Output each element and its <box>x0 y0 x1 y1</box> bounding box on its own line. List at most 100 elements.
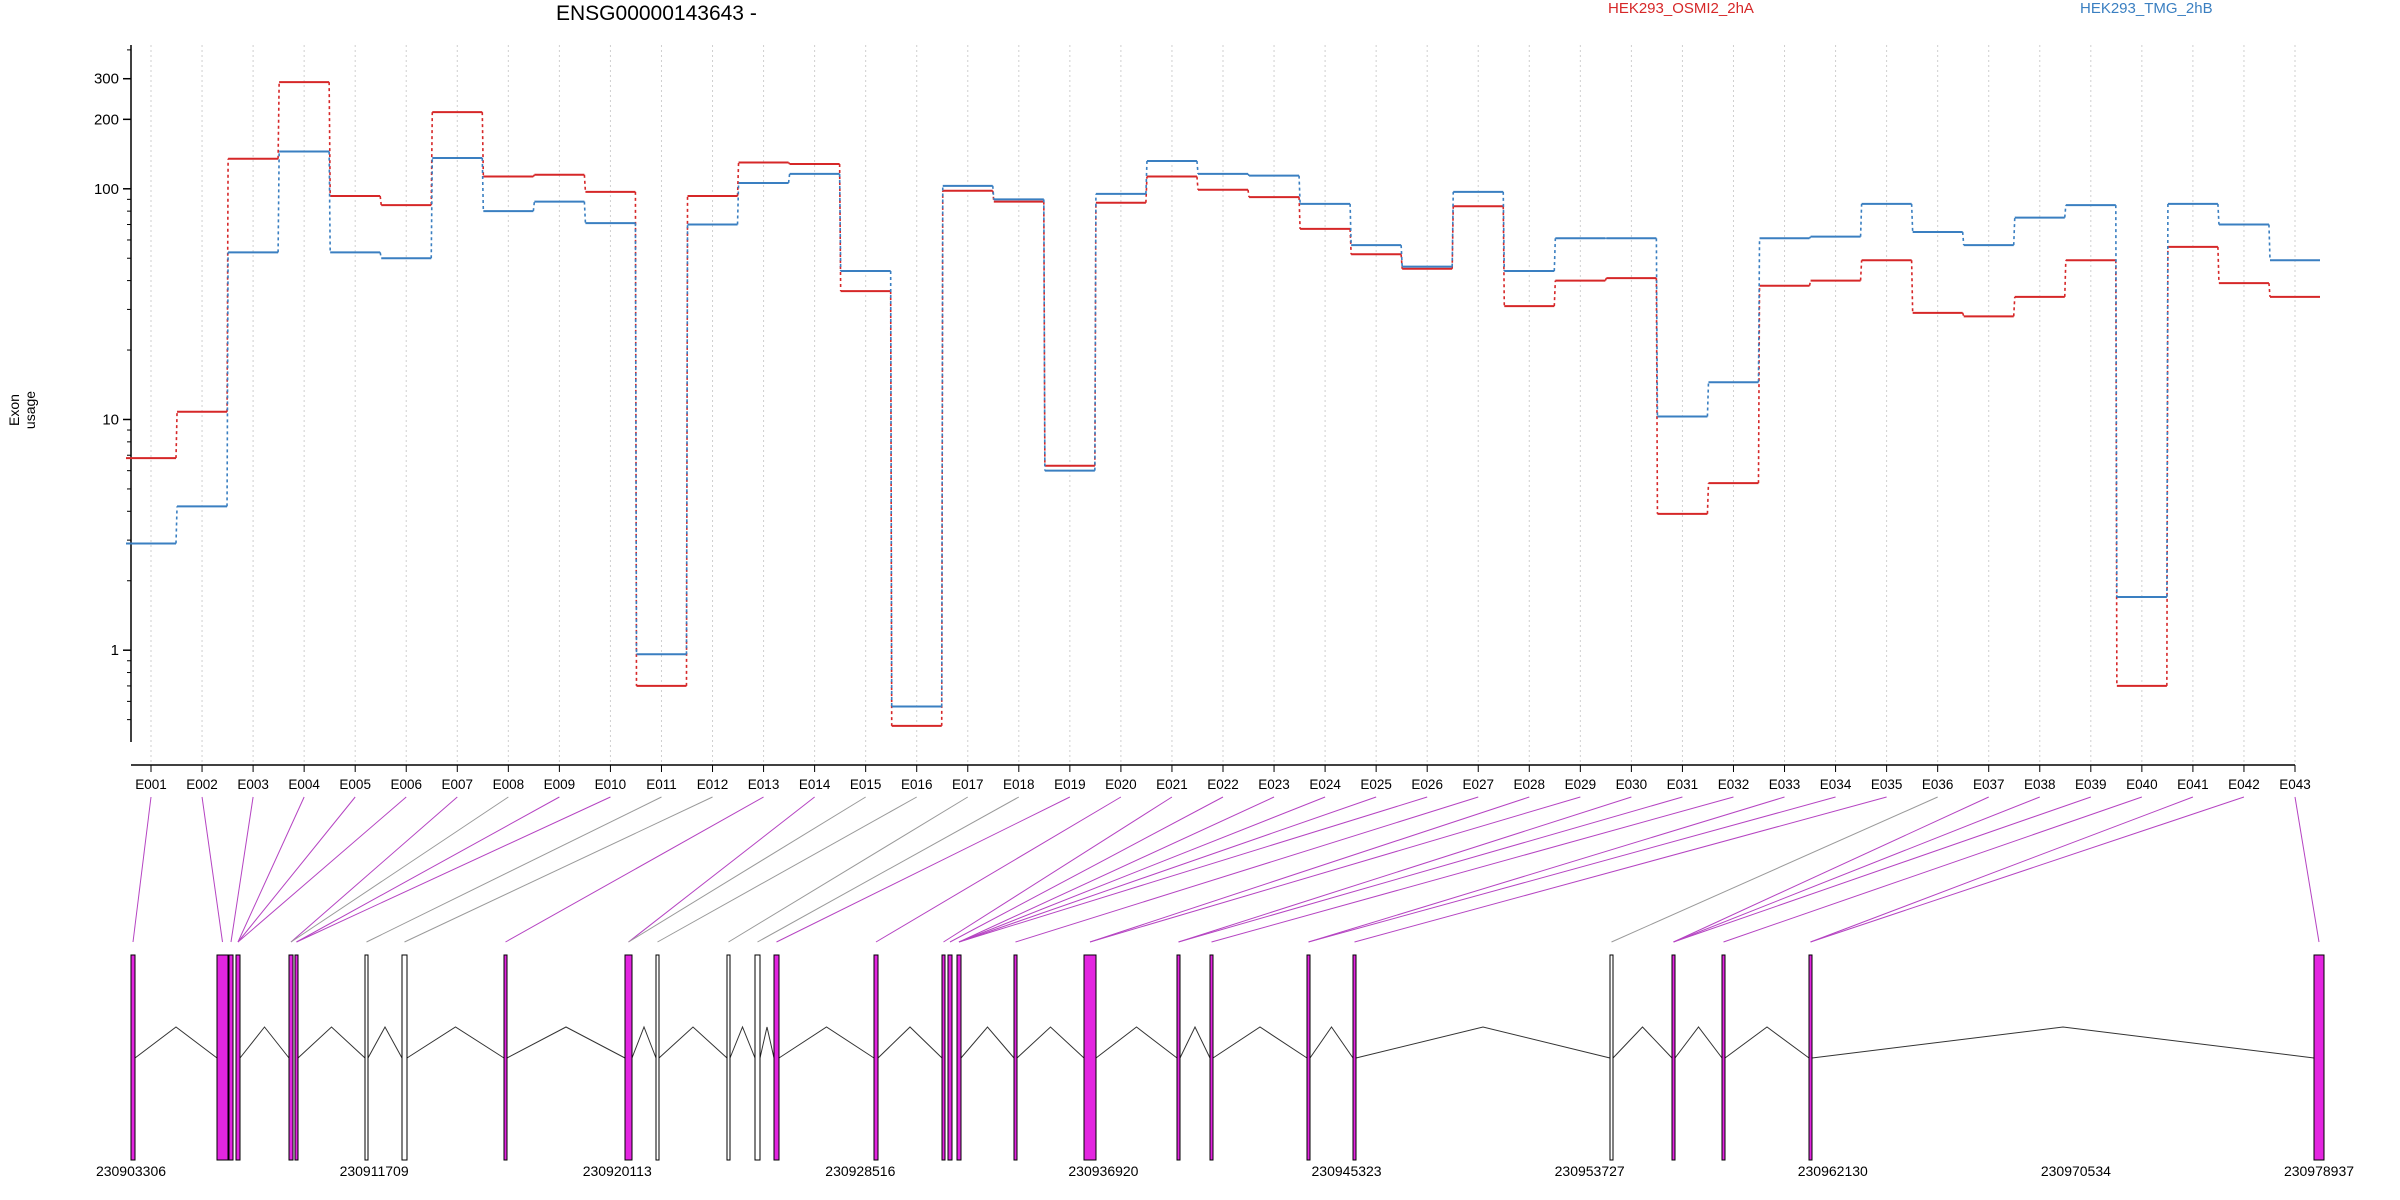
series-2-connector <box>2166 203 2169 598</box>
x-tick-label: E014 <box>799 777 831 792</box>
intron-line <box>1212 1026 1308 1059</box>
y-tick-label: 100 <box>94 181 119 198</box>
series-1-connector <box>226 158 229 412</box>
series-1-connector <box>736 162 740 197</box>
series-2-connector <box>1196 160 1199 174</box>
series-2-connector <box>1859 203 1863 237</box>
intron-line <box>877 1026 943 1059</box>
intron-line <box>1095 1026 1178 1059</box>
series-1-connector <box>379 195 383 206</box>
exon-connector <box>1178 796 1683 943</box>
exon-connector <box>1308 796 1836 943</box>
exon-connector <box>1673 796 2040 943</box>
series-1-connector <box>2166 246 2169 686</box>
genomic-coordinate-label: 230903306 <box>96 1163 166 1179</box>
series-2-connector <box>2115 205 2118 598</box>
series-1-connector <box>583 174 587 192</box>
y-tick-label: 300 <box>94 71 119 88</box>
series-2-connector <box>2217 203 2220 225</box>
x-tick-label: E023 <box>1258 777 1290 792</box>
intron-line <box>960 1026 1015 1059</box>
exon-connector <box>2294 796 2320 943</box>
y-tick-label: 200 <box>94 111 119 128</box>
series-1-connector <box>2268 283 2271 297</box>
intron-line <box>406 1026 505 1059</box>
exon-connector <box>1178 796 1632 943</box>
intron-line <box>297 1026 366 1059</box>
series-1-connector <box>1910 260 1914 313</box>
legend-series-a: HEK293_OSMI2_2hA <box>1608 0 1754 17</box>
exon-connector <box>1354 796 1887 943</box>
x-tick-label: E041 <box>2177 777 2209 792</box>
series-1-connector <box>481 112 485 177</box>
genomic-coordinate-label: 230928516 <box>825 1163 895 1179</box>
intron-line <box>1724 1026 1810 1059</box>
x-tick-label: E042 <box>2228 777 2260 792</box>
intron-line <box>1309 1026 1354 1059</box>
exon-block <box>773 954 780 1161</box>
genomic-coordinate-label: 230953727 <box>1555 1163 1625 1179</box>
x-tick-label: E017 <box>952 777 984 792</box>
series-1-connector <box>2217 246 2220 284</box>
x-tick-label: E003 <box>237 777 269 792</box>
x-tick-label: E031 <box>1667 777 1699 792</box>
exon-connector <box>237 796 407 943</box>
genomic-coordinate-label: 230962130 <box>1798 1163 1868 1179</box>
exon-connector <box>1611 796 1938 943</box>
exon-connector <box>290 796 458 943</box>
exon-connector <box>1308 796 1785 943</box>
exon-connector <box>230 796 254 943</box>
x-tick-label: E039 <box>2075 777 2107 792</box>
series-1-connector <box>1196 176 1199 190</box>
series-1-connector <box>634 191 638 686</box>
series-2-connector <box>1298 175 1301 204</box>
x-tick-label: E022 <box>1207 777 1239 792</box>
exon-block <box>1352 954 1357 1161</box>
series-2-connector <box>2063 205 2067 218</box>
series-1-connector <box>1706 483 1710 514</box>
series-2-connector <box>481 157 485 212</box>
exon-connector <box>943 796 1173 943</box>
series-1-connector <box>1451 206 1455 269</box>
series-2-connector <box>175 506 178 544</box>
exon-connector <box>776 796 1071 943</box>
intron-line <box>1811 1026 2315 1059</box>
series-2-connector <box>2012 217 2016 246</box>
exon-connector <box>132 796 152 943</box>
exon-connector <box>366 796 662 943</box>
exon-block <box>956 954 962 1161</box>
x-tick-label: E007 <box>442 777 474 792</box>
exon-connector <box>958 796 1377 943</box>
genomic-coordinate-label: 230911709 <box>340 1163 409 1179</box>
exon-connector <box>505 796 764 943</box>
x-tick-label: E034 <box>1820 777 1852 792</box>
series-2-connector <box>787 173 791 184</box>
x-tick-label: E010 <box>595 777 627 792</box>
genomic-coordinate-label: 230970534 <box>2041 1163 2111 1179</box>
series-2-connector <box>328 151 331 253</box>
series-1-connector <box>328 82 331 197</box>
x-tick-label: E032 <box>1718 777 1750 792</box>
x-tick-label: E024 <box>1309 777 1341 792</box>
series-2-connector <box>1247 173 1250 177</box>
intron-line <box>1674 1026 1723 1059</box>
exon-block <box>1721 954 1726 1161</box>
exon-connector <box>657 796 917 943</box>
exon-connector <box>958 796 1275 943</box>
exon-block <box>2313 954 2325 1161</box>
exon-connector <box>290 796 509 943</box>
x-tick-label: E008 <box>493 777 525 792</box>
intron-line <box>367 1025 403 1059</box>
series-1-connector <box>838 164 842 292</box>
x-tick-label: E025 <box>1360 777 1392 792</box>
series-1-connector <box>1859 260 1863 281</box>
legend-series-b: HEK293_TMG_2hB <box>2080 0 2213 17</box>
intron-line <box>1612 1026 1673 1059</box>
x-tick-label: E005 <box>339 777 371 792</box>
series-2-connector <box>991 185 995 200</box>
series-2-connector <box>2268 224 2271 261</box>
x-tick-label: E006 <box>390 777 422 792</box>
y-tick-label: 1 <box>111 642 119 659</box>
exon-block <box>1083 954 1097 1161</box>
